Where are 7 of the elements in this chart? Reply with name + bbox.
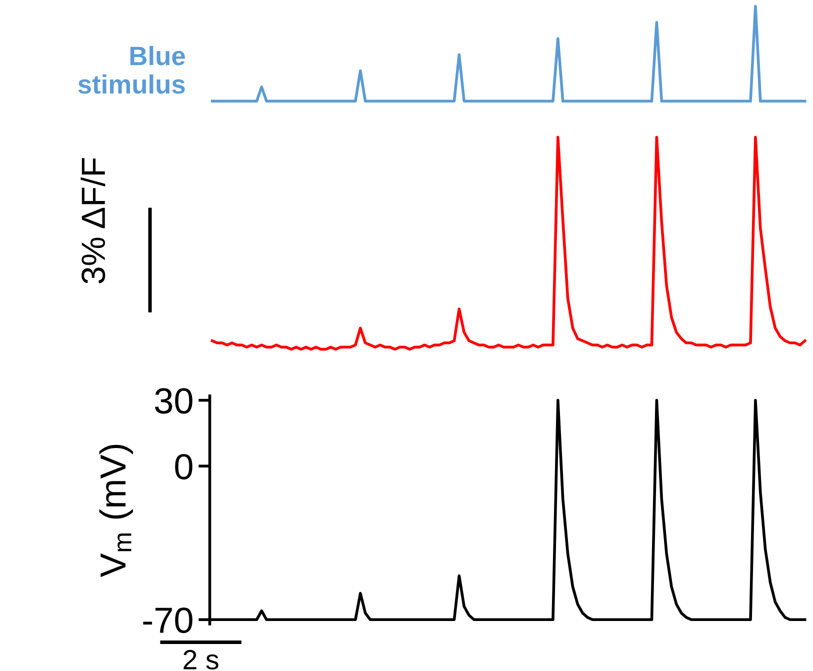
y-tick-label: -70 bbox=[143, 608, 192, 634]
text: 2 s bbox=[184, 650, 218, 670]
y-tick-label: 30 bbox=[154, 388, 192, 414]
y-tick-label: 0 bbox=[175, 454, 192, 480]
text: Blue stimulus bbox=[78, 46, 185, 94]
y-axis-title: V$_{m}$ (mV) bbox=[99, 444, 133, 578]
y-axis-title: 3% ΔF/F bbox=[80, 158, 106, 284]
